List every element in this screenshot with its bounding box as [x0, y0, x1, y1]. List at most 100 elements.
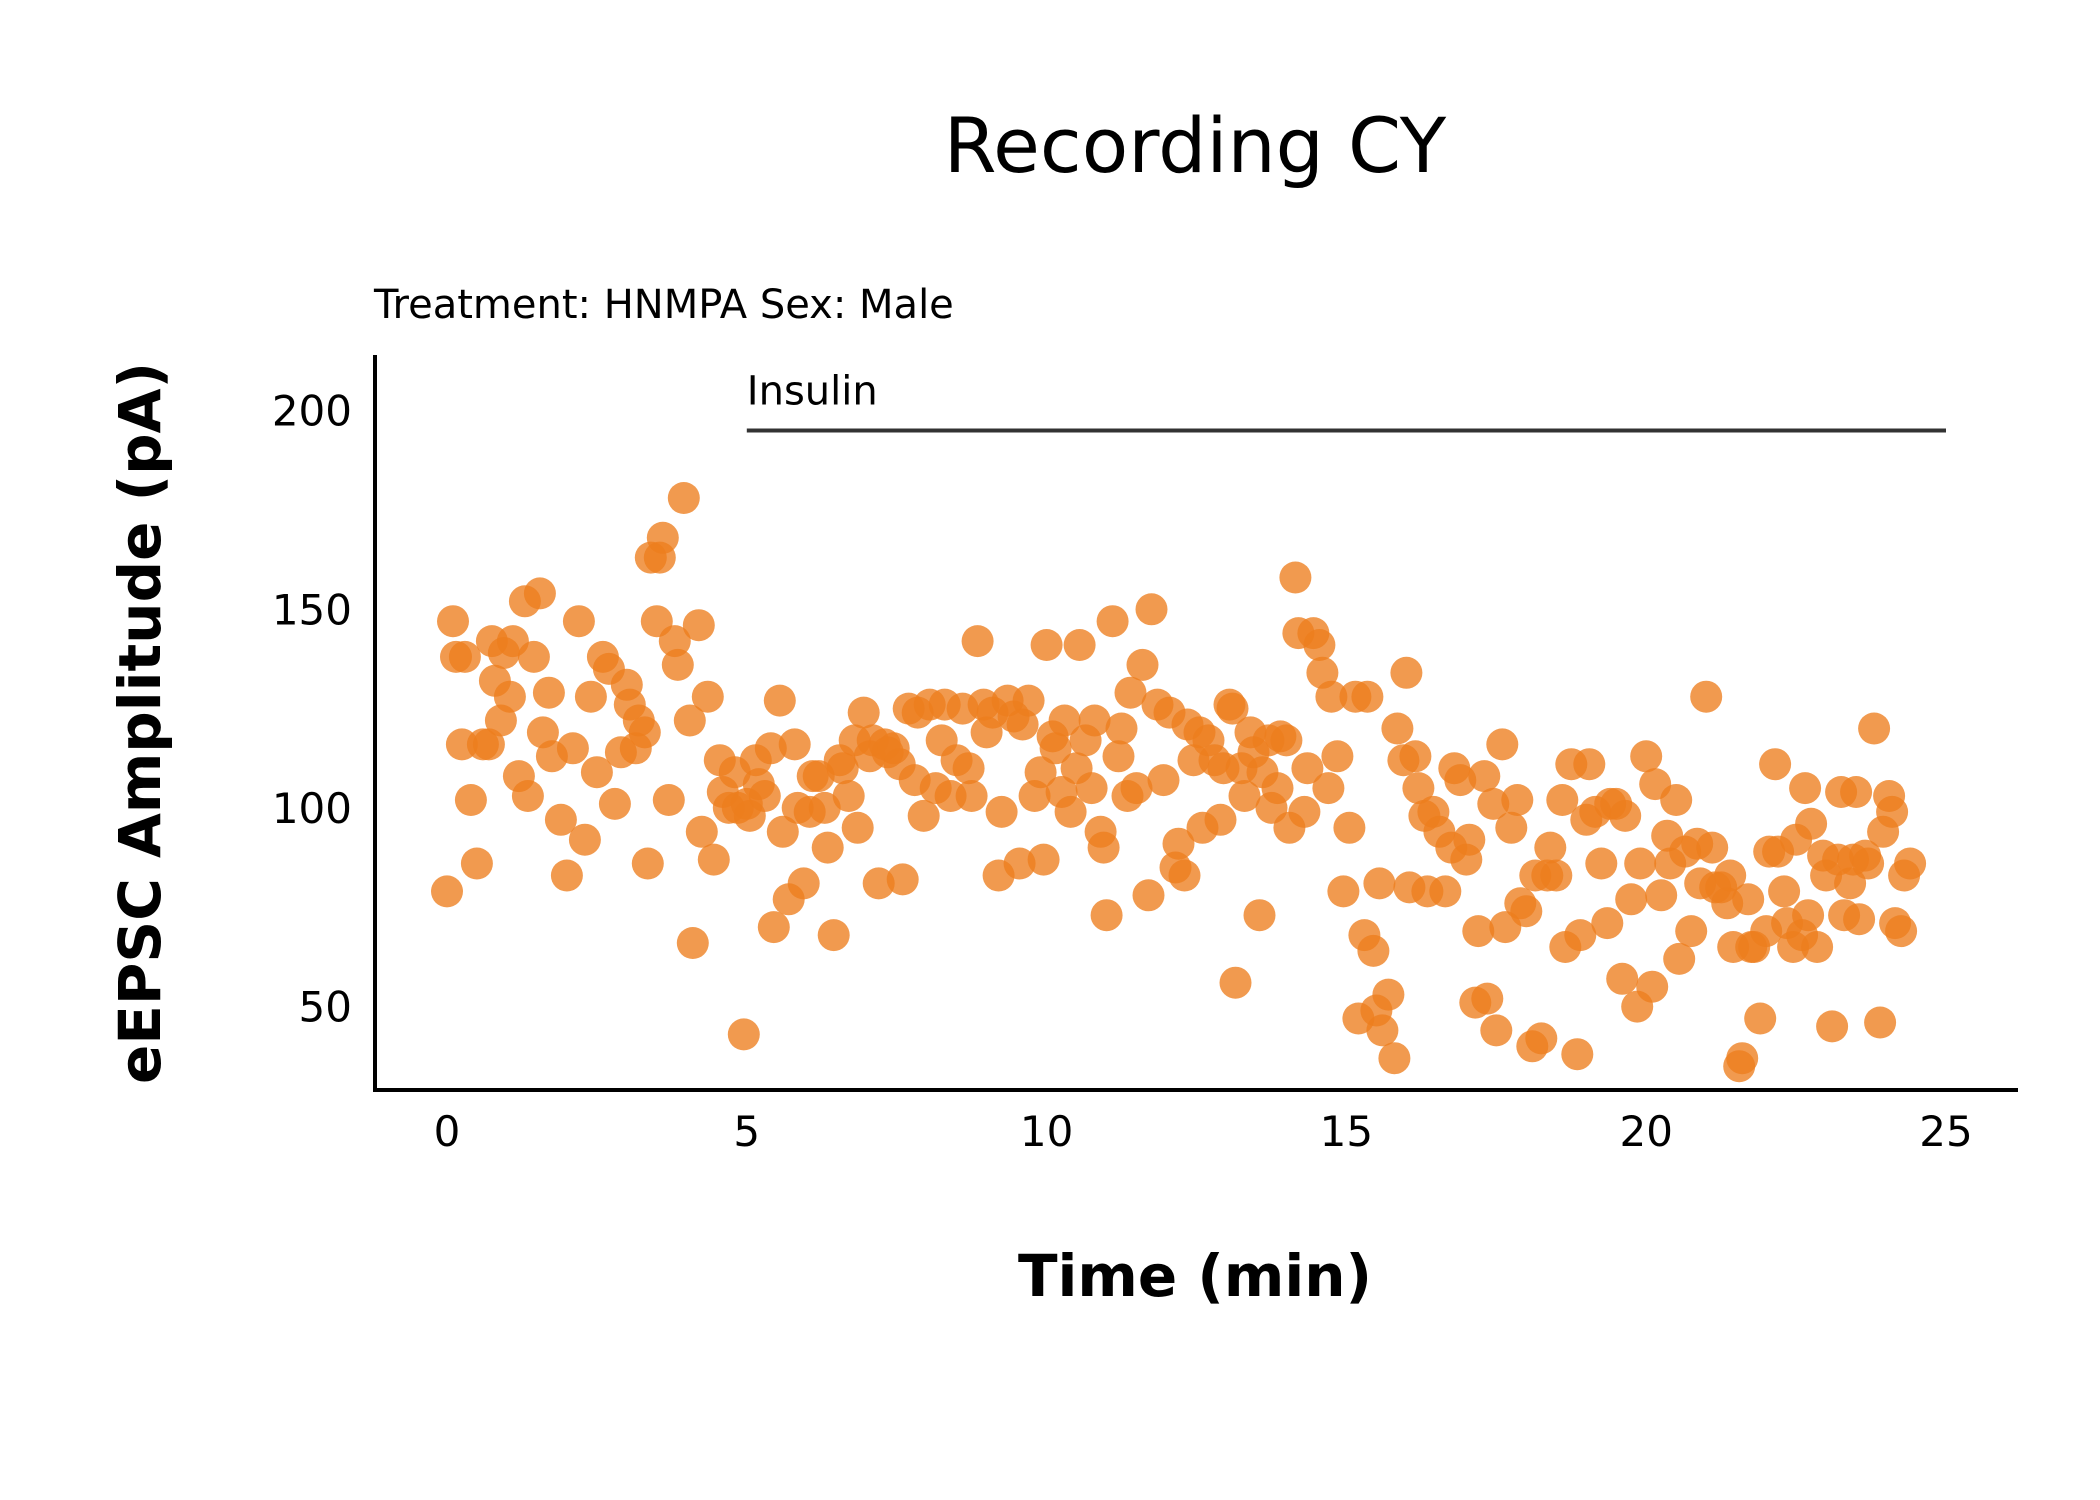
- data-point: [1453, 823, 1486, 856]
- data-point: [1795, 807, 1828, 840]
- data-point: [1162, 827, 1195, 860]
- data-point: [1357, 934, 1390, 967]
- data-point: [1606, 962, 1639, 995]
- data-point: [697, 843, 730, 876]
- data-point: [1546, 784, 1579, 816]
- y-tick-label: 150: [272, 585, 352, 634]
- data-point: [832, 780, 865, 812]
- x-tick-label: 0: [434, 1107, 461, 1156]
- chart-title: Recording CY: [944, 101, 1447, 190]
- data-point: [1366, 1014, 1399, 1047]
- data-point: [661, 648, 694, 681]
- data-point: [1327, 875, 1360, 908]
- data-point: [1204, 803, 1237, 836]
- data-point: [748, 780, 781, 812]
- data-point: [1624, 847, 1657, 880]
- data-point: [1675, 915, 1708, 948]
- data-point: [1480, 1014, 1513, 1047]
- data-point: [1075, 772, 1108, 805]
- data-point: [1219, 966, 1252, 999]
- data-point: [1087, 831, 1120, 864]
- data-point: [1012, 684, 1045, 717]
- data-point: [1321, 740, 1354, 773]
- data-point: [1630, 740, 1663, 773]
- data-point: [1792, 899, 1825, 932]
- data-point: [1429, 875, 1462, 908]
- data-point: [628, 716, 661, 749]
- data-point: [886, 863, 919, 896]
- data-point: [523, 577, 556, 610]
- data-point: [1696, 831, 1729, 864]
- data-point: [727, 1018, 760, 1051]
- data-point: [1126, 648, 1159, 681]
- data-point: [1390, 656, 1423, 689]
- data-point: [907, 799, 940, 832]
- data-point: [808, 791, 841, 824]
- data-point: [1690, 680, 1723, 713]
- data-point: [1402, 772, 1435, 805]
- data-point: [1726, 1042, 1759, 1075]
- y-axis-label: eEPSC Amplitude (pA): [106, 362, 174, 1084]
- data-point: [1843, 903, 1876, 936]
- data-point: [1063, 629, 1096, 661]
- data-point: [1102, 740, 1135, 773]
- data-point: [667, 482, 700, 514]
- data-point: [961, 625, 994, 658]
- data-point: [1768, 875, 1801, 908]
- data-point: [1333, 811, 1366, 844]
- data-point: [1477, 787, 1510, 820]
- data-point: [1351, 680, 1384, 713]
- data-point: [562, 605, 595, 638]
- data-point: [1078, 704, 1111, 737]
- data-point: [811, 831, 844, 864]
- x-axis-label: Time (min): [1018, 1242, 1372, 1310]
- data-point: [1525, 1022, 1558, 1055]
- data-point: [1147, 764, 1180, 797]
- data-point: [1279, 561, 1312, 594]
- data-point: [1894, 847, 1927, 880]
- data-point: [691, 680, 724, 713]
- data-point: [1303, 629, 1336, 661]
- data-point: [437, 605, 469, 638]
- data-point: [1096, 605, 1129, 638]
- data-point: [1270, 724, 1303, 757]
- data-point: [1381, 712, 1414, 745]
- data-point: [778, 728, 811, 761]
- data-point: [1645, 879, 1678, 912]
- data-point: [1801, 931, 1834, 963]
- data-point: [757, 911, 790, 944]
- data-point: [454, 784, 487, 816]
- y-tick-label: 50: [299, 983, 352, 1032]
- data-point: [676, 927, 709, 959]
- data-point: [1039, 732, 1072, 765]
- data-point: [1291, 752, 1324, 785]
- data-point: [1312, 772, 1345, 805]
- data-point: [517, 640, 550, 673]
- data-point: [1486, 728, 1519, 761]
- x-tick-labels: 0 5 10 15 20 25: [434, 1107, 1973, 1156]
- x-tick-label: 25: [1919, 1107, 1972, 1156]
- data-point: [1462, 915, 1495, 948]
- x-tick-label: 10: [1020, 1107, 1073, 1156]
- data-point: [1876, 795, 1909, 828]
- data-point: [1315, 680, 1348, 713]
- data-point: [1030, 629, 1063, 661]
- data-point: [1840, 776, 1873, 808]
- data-point: [1744, 1002, 1777, 1035]
- data-point: [493, 680, 526, 713]
- data-point: [1501, 784, 1534, 816]
- data-point: [631, 847, 664, 880]
- data-point: [511, 780, 544, 812]
- data-point: [766, 815, 799, 848]
- data-point: [841, 811, 874, 844]
- data-point: [1864, 1006, 1897, 1039]
- data-point: [1105, 712, 1138, 745]
- data-point: [1471, 982, 1504, 1015]
- data-point: [1216, 692, 1249, 725]
- data-point: [598, 787, 631, 820]
- data-point: [685, 815, 718, 848]
- y-tick-label: 100: [272, 784, 352, 833]
- data-point: [862, 867, 895, 900]
- data-point: [580, 756, 613, 789]
